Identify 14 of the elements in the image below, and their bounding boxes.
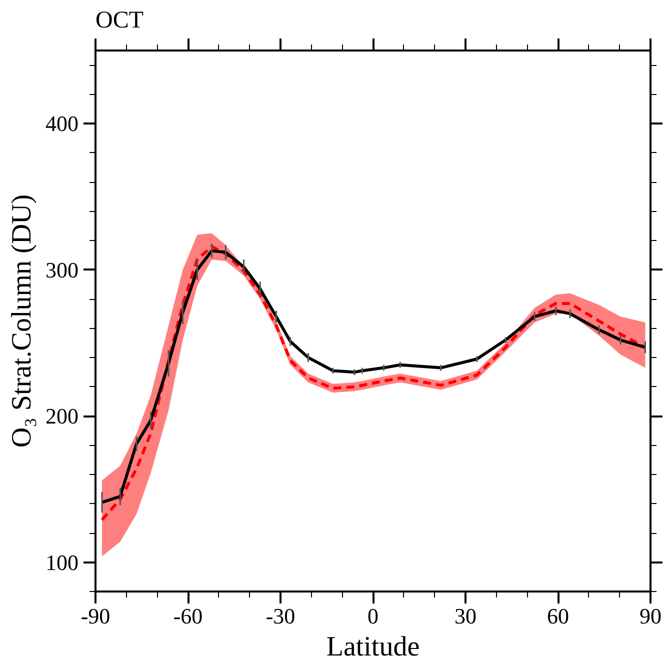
x-tick-label: 60 [547,604,569,628]
x-tick-label: -90 [80,604,110,628]
x-tick-label: 0 [368,604,378,628]
y-tick-label: 200 [46,404,78,429]
y-tick-label: 400 [46,111,78,136]
x-tick-label: -30 [266,604,296,628]
y-axis-title: O₃ Strat.Column (DU) [6,194,38,448]
x-tick-label: -60 [173,604,203,628]
x-tick-label: 90 [640,604,662,628]
chart-title: OCT [96,8,144,34]
x-axis-title: Latitude [326,632,420,662]
x-tick-label: 30 [454,604,476,628]
y-tick-label: 100 [46,550,78,575]
y-tick-label: 300 [46,257,78,282]
